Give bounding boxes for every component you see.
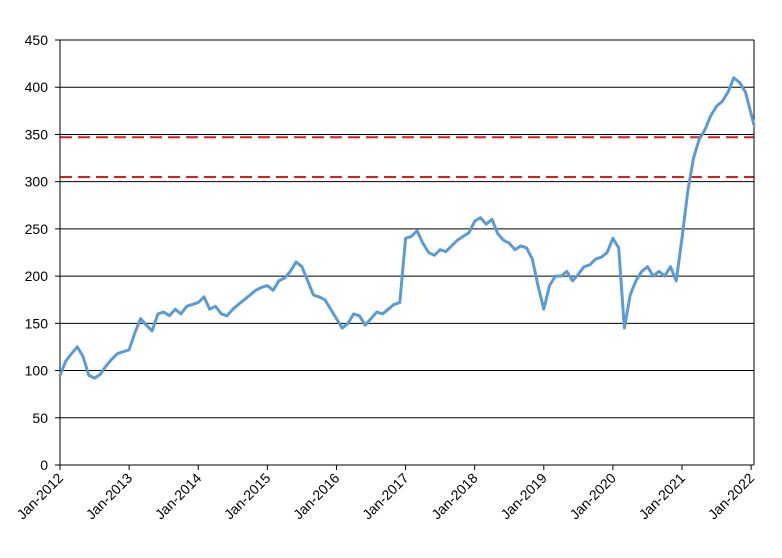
x-tick-label: Jan-2013 (83, 470, 136, 523)
reference-lines (60, 136, 754, 178)
axes (55, 39, 755, 470)
x-tick-label: Jan-2014 (152, 470, 205, 523)
x-tick-label: Jan-2017 (359, 470, 412, 523)
x-tick-label: Jan-2012 (14, 470, 67, 523)
series-line (58, 76, 756, 380)
x-tick-label: Jan-2016 (290, 470, 343, 523)
y-tick-label: 0 (40, 457, 48, 473)
y-tick-label: 400 (25, 79, 49, 95)
series-layer (58, 76, 756, 380)
y-tick-label: 350 (25, 126, 49, 142)
y-tick-label: 150 (25, 315, 49, 331)
x-tick-label: Jan-2015 (221, 470, 274, 523)
x-tick-label: Jan-2021 (636, 470, 689, 523)
y-tick-label: 250 (25, 221, 49, 237)
y-tick-label: 450 (25, 32, 49, 48)
x-axis-tick-labels: Jan-2012 Jan-2013 Jan-2014 Jan-2015 Jan-2016… (14, 470, 758, 523)
y-axis-tick-labels: 0 50 100 150 200 250 300 350 400 450 (25, 32, 49, 473)
y-tick-label: 50 (32, 410, 48, 426)
y-tick-label: 100 (25, 363, 49, 379)
x-tick-label: Jan-2022 (705, 470, 758, 523)
x-tick-label: Jan-2020 (566, 470, 619, 523)
y-tick-label: 200 (25, 268, 49, 284)
gridlines (60, 39, 754, 419)
x-tick-label: Jan-2019 (497, 470, 550, 523)
y-tick-label: 300 (25, 174, 49, 190)
x-tick-label: Jan-2018 (428, 470, 481, 523)
